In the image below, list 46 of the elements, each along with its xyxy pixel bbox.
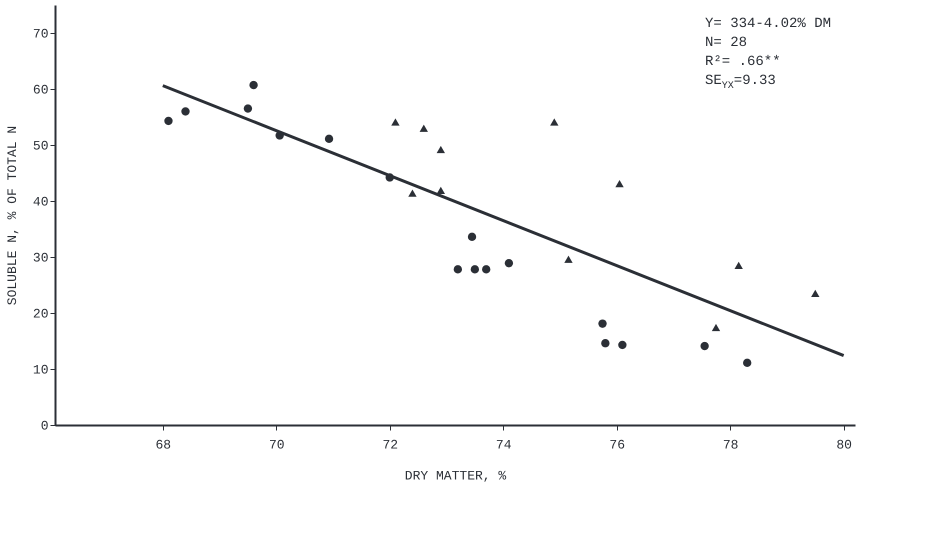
point [504,258,514,268]
point [436,186,445,194]
point [181,107,190,116]
point [391,118,400,126]
y-tick-label: 10 [32,362,48,378]
x-tick-label: 72 [382,438,398,452]
x-tick-label: 68 [155,438,172,452]
point [564,256,573,263]
point [743,358,752,368]
x-tick-label: 78 [722,438,738,452]
y-tick-label: 70 [32,26,48,42]
point [615,180,624,188]
point [601,339,610,348]
point [598,319,607,328]
point [436,146,445,154]
point [244,104,252,113]
point [164,116,173,126]
y-tick-label: 0 [40,418,48,434]
point [618,340,627,350]
x-tick-label: 70 [268,438,285,452]
x-axis-title: DRY MATTER, % [404,468,506,484]
y-axis-title: SOLUBLE N, % OF TOTAL N [4,126,20,306]
x-tick-label: 74 [496,438,512,452]
point [550,118,558,126]
point [712,324,720,332]
point [468,232,476,242]
y-tick-label: 40 [32,194,48,210]
x-tick-label: 80 [836,438,852,452]
point [454,265,462,274]
point [249,80,258,90]
point [811,290,820,298]
point [408,190,417,197]
point [700,342,709,350]
y-tick-label: 60 [32,82,48,98]
annotation: R²= .66** [705,54,781,70]
y-tick-label: 50 [32,138,48,154]
y-tick-label: 20 [32,306,48,322]
point [734,262,743,270]
annotation: Y= 334-4.02% DM [705,16,832,32]
point [324,134,334,144]
x-tick-label: 76 [609,438,626,452]
annotation: N= 28 [705,35,748,51]
point [470,265,480,274]
point [420,124,428,132]
y-tick-label: 30 [32,250,48,266]
point [482,265,490,274]
